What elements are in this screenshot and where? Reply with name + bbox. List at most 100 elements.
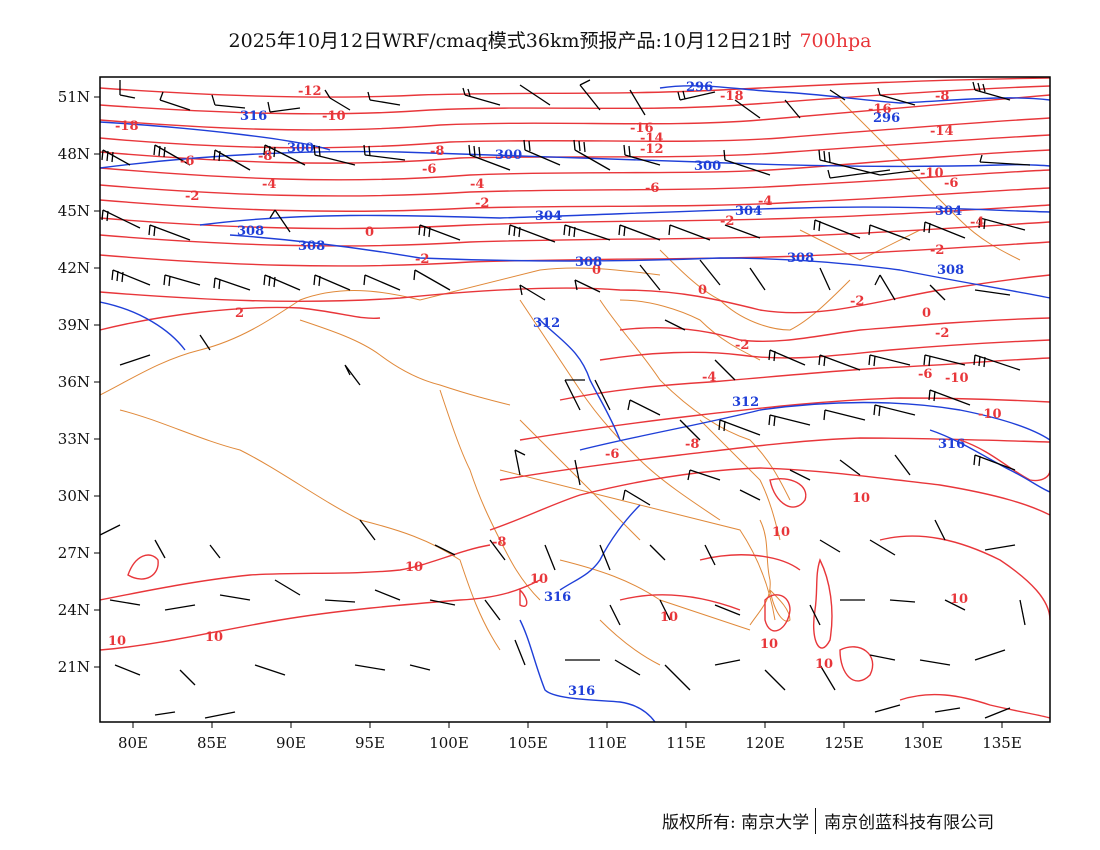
isotherm-label: 10 xyxy=(405,560,423,575)
wind-barb xyxy=(462,87,501,106)
wind-barb xyxy=(627,399,661,416)
wind-barb xyxy=(714,604,741,616)
isotherm-label: -4 xyxy=(262,177,276,192)
wind-barb xyxy=(974,649,1006,661)
wind-barb xyxy=(213,149,251,171)
geopotential-label: 308 xyxy=(575,255,602,270)
map-title: 2025年10月12日WRF/cmaq模式36km预报产品:10月12日21时 7… xyxy=(0,26,1100,53)
isotherm-label: 10 xyxy=(852,491,870,506)
lat-label: 48N xyxy=(58,145,90,163)
geopotential-label: 312 xyxy=(732,395,759,410)
isotherm-label: -4 xyxy=(970,215,984,230)
wind-barb xyxy=(869,654,896,661)
wind-barb xyxy=(923,221,966,239)
wind-barb xyxy=(599,544,611,571)
lat-label: 51N xyxy=(58,88,90,106)
wind-barb xyxy=(699,259,721,286)
wind-barb xyxy=(768,349,806,366)
wind-barb xyxy=(154,539,166,559)
lon-label: 95E xyxy=(355,734,385,752)
wind-barb xyxy=(324,599,356,603)
boundary-line xyxy=(439,389,541,601)
wind-barb xyxy=(163,274,201,287)
geopotential-contour xyxy=(100,150,1050,169)
wind-barb xyxy=(768,414,811,427)
geopotential-contour xyxy=(100,121,331,151)
wind-barb xyxy=(354,664,386,671)
wind-barb xyxy=(714,359,736,381)
isotherm xyxy=(100,94,1050,131)
isotherm-label: -6 xyxy=(422,162,436,177)
isotherm-label: -2 xyxy=(720,214,734,229)
wind-barb xyxy=(819,539,841,553)
wind-barb xyxy=(687,469,721,481)
isotherm-label: -10 xyxy=(978,407,1002,422)
geopotential-label: 308 xyxy=(298,239,325,254)
geopotential-label: 312 xyxy=(533,316,560,331)
geopotential-label: 300 xyxy=(287,141,314,156)
boundary-line xyxy=(299,319,511,406)
isotherms-layer xyxy=(100,77,1050,719)
wind-barb xyxy=(367,91,401,106)
isotherm-label: 0 xyxy=(592,263,601,278)
geopotential-labels: 296 296 300 300 300 304 304 304 308 308 … xyxy=(237,80,965,699)
isotherm-label: 10 xyxy=(205,630,223,645)
lon-labels: 80E 85E 90E 95E 100E 105E 110E 115E 120E… xyxy=(118,734,1022,752)
lat-labels: 51N 48N 45N 42N 39N 36N 33N 30N 27N 24N … xyxy=(58,88,90,676)
boundary-line xyxy=(749,519,771,626)
boundary-line xyxy=(619,299,761,361)
wind-barb xyxy=(159,91,191,111)
wind-barb xyxy=(978,217,1026,231)
lon-label: 85E xyxy=(197,734,227,752)
isotherm xyxy=(813,558,833,649)
isotherm-label: -12 xyxy=(640,142,664,157)
lat-label: 39N xyxy=(58,316,90,334)
isotherm-label: -16 xyxy=(868,102,892,117)
isotherm-label: 10 xyxy=(760,637,778,652)
isotherm-label: -4 xyxy=(470,177,484,192)
wind-barb xyxy=(164,604,196,611)
geopotential-label: 304 xyxy=(535,209,562,224)
wind-barb xyxy=(263,274,301,291)
isotherm xyxy=(100,579,541,651)
wind-barb xyxy=(618,224,661,241)
wind-barb xyxy=(313,144,356,166)
wind-barb xyxy=(809,604,821,626)
boundary-line xyxy=(519,419,641,541)
geopotential-layer xyxy=(100,85,1050,722)
wind-barb xyxy=(928,389,971,406)
boundary-line xyxy=(599,619,661,666)
isotherm xyxy=(599,339,1050,361)
isotherm-label: 10 xyxy=(815,657,833,672)
geopotential-contour xyxy=(929,429,1050,493)
wind-barb xyxy=(739,489,761,501)
plot-frame xyxy=(99,76,1051,723)
wind-barb xyxy=(664,664,691,691)
wind-barb xyxy=(269,209,291,233)
isotherm xyxy=(100,77,1050,98)
wind-barb xyxy=(429,599,456,606)
isotherm xyxy=(699,554,801,571)
isotherm xyxy=(100,169,1050,197)
isotherm-label: -14 xyxy=(640,131,664,146)
geopotential-label: 300 xyxy=(694,159,721,174)
isotherm-label: -18 xyxy=(115,119,139,134)
geopotential-label: 296 xyxy=(873,111,900,126)
isotherm xyxy=(100,187,1050,212)
isotherm-label: 10 xyxy=(530,572,548,587)
isotherm xyxy=(100,134,1050,164)
wind-barb xyxy=(263,144,306,166)
copyright-text: 版权所有: 南京大学 xyxy=(662,813,810,833)
isotherm-label: -16 xyxy=(630,121,654,136)
isotherm-label: 2 xyxy=(235,306,244,321)
wind-barb xyxy=(148,224,191,241)
isotherm-label: -2 xyxy=(850,294,864,309)
lon-label: 100E xyxy=(429,734,469,752)
wind-barb xyxy=(514,449,526,476)
wind-barb xyxy=(519,84,551,106)
wind-barb xyxy=(1019,599,1026,626)
wind-barb xyxy=(819,664,836,691)
wind-barb xyxy=(418,224,461,241)
geopotential-label: 316 xyxy=(544,590,571,605)
